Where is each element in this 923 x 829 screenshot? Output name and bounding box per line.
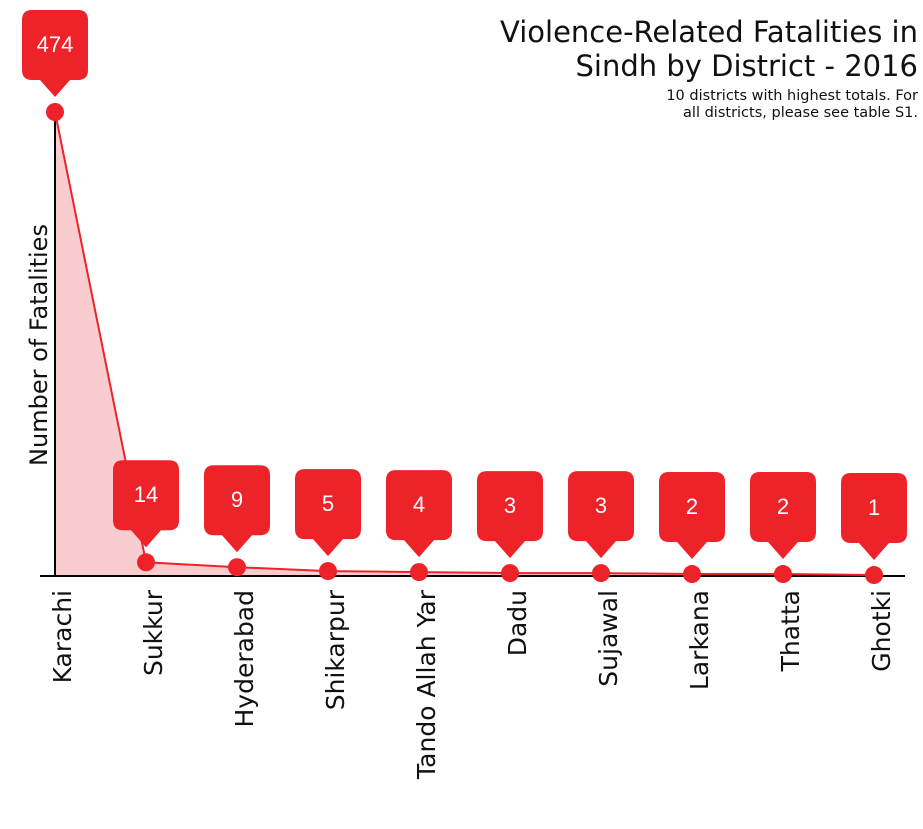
value-label: 9	[231, 487, 243, 512]
marker	[410, 563, 428, 582]
value-label: 3	[504, 493, 516, 518]
chart-title: Violence-Related Fatalities in	[500, 15, 918, 49]
marker	[865, 566, 883, 585]
value-label: 3	[595, 493, 607, 518]
x-tick-label: Thatta	[776, 590, 805, 672]
value-label: 14	[134, 482, 158, 507]
value-label: 1	[868, 495, 880, 520]
marker	[46, 103, 64, 121]
marker	[137, 553, 155, 572]
x-tick-label: Dadu	[503, 590, 532, 656]
callout	[568, 471, 634, 559]
callout	[386, 470, 452, 558]
marker	[501, 564, 519, 583]
x-tick-label: Sujawal	[594, 590, 623, 687]
x-tick-label: Sukkur	[139, 589, 168, 676]
marker	[319, 562, 337, 581]
chart-subtitle: all districts, please see table S1.	[683, 105, 918, 121]
line	[54, 111, 875, 577]
x-tick-label: Tando Allah Yar	[412, 589, 441, 780]
value-label: 2	[777, 494, 789, 519]
callout	[841, 473, 907, 561]
marker	[228, 558, 246, 577]
chart-subtitle: 10 districts with highest totals. For	[666, 88, 918, 104]
callout	[659, 472, 725, 560]
x-tick-label: Karachi	[48, 590, 77, 683]
x-tick-label: Larkana	[685, 590, 714, 690]
callout	[477, 471, 543, 559]
callout	[113, 460, 179, 548]
x-tick-label: Ghotki	[867, 590, 896, 672]
value-label: 4	[413, 492, 425, 517]
chart-title: Sindh by District - 2016	[575, 49, 918, 83]
marker	[774, 565, 792, 584]
callout	[295, 469, 361, 557]
x-tick-label: Shikarpur	[321, 589, 350, 710]
value-label: 2	[686, 494, 698, 519]
y-axis-label: Number of Fatalities	[25, 224, 53, 466]
callout	[204, 465, 270, 553]
marker	[683, 565, 701, 584]
x-tick-label: Hyderabad	[230, 590, 259, 728]
marker	[592, 564, 610, 583]
callout	[22, 10, 88, 97]
callout	[750, 472, 816, 560]
value-label: 474	[37, 32, 74, 57]
value-label: 5	[322, 491, 334, 516]
